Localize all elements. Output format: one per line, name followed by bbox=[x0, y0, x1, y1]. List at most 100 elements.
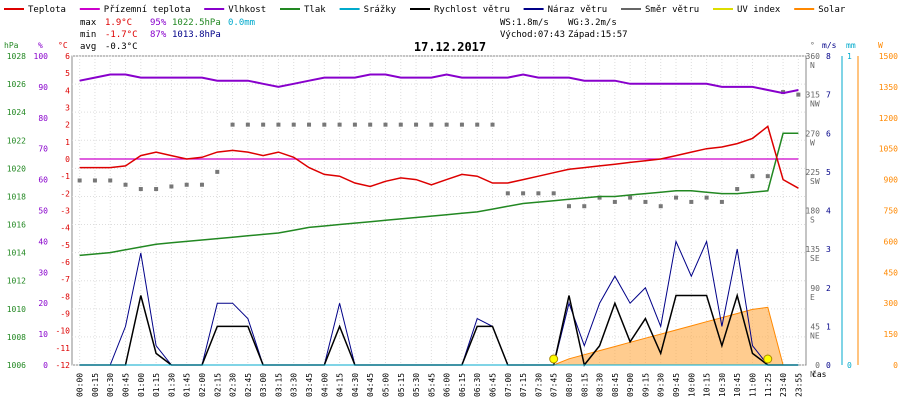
axis-dir-tick-5: 225 bbox=[806, 168, 821, 177]
time-tick-20: 05:00 bbox=[381, 373, 390, 397]
axis-dir-name-8: N bbox=[810, 61, 815, 70]
time-tick-30: 07:30 bbox=[534, 373, 543, 397]
axis-hpa-tick-9: 1024 bbox=[7, 108, 26, 117]
axis-dir-tick-6: 270 bbox=[806, 129, 821, 138]
axis-pct-tick-5: 50 bbox=[38, 207, 48, 216]
plot-frame bbox=[71, 55, 807, 366]
axis-c-tick-4: -8 bbox=[60, 292, 70, 301]
axis-w-tick-1: 150 bbox=[884, 330, 899, 339]
wind-dir-point-3 bbox=[123, 182, 128, 187]
stat-min-label: min bbox=[80, 30, 96, 40]
series-humidity bbox=[79, 73, 799, 95]
wind-dir-point-39 bbox=[674, 195, 679, 200]
legend-label-2: Vlhkost bbox=[228, 5, 266, 15]
time-tick-0: 00:00 bbox=[76, 373, 85, 397]
axis-c-tick-15: 3 bbox=[65, 104, 70, 113]
stat-ws: WS:1.8m/s bbox=[500, 18, 549, 28]
axis-dir-name-4: S bbox=[810, 216, 815, 225]
legend-label-5: Rychlost větru bbox=[434, 5, 510, 15]
wind-dir-point-44 bbox=[750, 174, 755, 179]
wind-dir-point-41 bbox=[704, 195, 709, 200]
wind-dir-point-47 bbox=[796, 92, 801, 97]
wind-dir-point-40 bbox=[689, 199, 694, 204]
axis-c-tick-17: 5 bbox=[65, 69, 70, 78]
stat-max-hum: 95% bbox=[150, 18, 167, 28]
wind-dir-point-7 bbox=[184, 182, 189, 187]
axis-dir-name-5: SW bbox=[810, 177, 820, 186]
axis-c-tick-11: -1 bbox=[60, 172, 70, 181]
time-tick-21: 05:15 bbox=[397, 373, 406, 397]
wind-dir-point-5 bbox=[154, 187, 159, 192]
wind-dir-point-1 bbox=[92, 178, 97, 183]
legend: Teplota Přízemní teplota Vlhkost Tlak Srážky… bbox=[4, 5, 846, 15]
axis-w-tick-10: 1500 bbox=[879, 52, 898, 61]
stat-sunset: Západ:15:57 bbox=[568, 30, 628, 40]
axis-w-tick-3: 450 bbox=[884, 268, 899, 277]
axis-dir-name-2: E bbox=[810, 293, 815, 302]
chart-title: 17.12.2017 bbox=[414, 40, 486, 54]
axis-dir-name-6: W bbox=[810, 138, 815, 147]
axis-c-tick-12: 0 bbox=[65, 155, 70, 164]
time-tick-38: 09:30 bbox=[657, 373, 666, 397]
axis-pct-tick-9: 90 bbox=[38, 83, 48, 92]
time-tick-14: 03:30 bbox=[290, 373, 299, 397]
axes: 1006100810101012101410161018102010221024… bbox=[4, 41, 898, 397]
wind-dir-point-29 bbox=[521, 191, 526, 196]
axis-pct-tick-6: 60 bbox=[38, 176, 48, 185]
axis-dir-tick-4: 180 bbox=[806, 207, 821, 216]
axis-c-tick-14: 2 bbox=[65, 121, 70, 130]
axis-hpa-tick-2: 1010 bbox=[7, 305, 26, 314]
axis-w-tick-9: 1350 bbox=[879, 83, 898, 92]
time-tick-28: 07:00 bbox=[504, 373, 513, 397]
axis-w-tick-7: 1050 bbox=[879, 145, 898, 154]
series-pressure bbox=[79, 132, 799, 257]
legend-label-0: Teplota bbox=[28, 5, 66, 15]
wind-dir-point-42 bbox=[719, 199, 724, 204]
axis-dir-tick-1: 45 bbox=[810, 322, 820, 331]
time-tick-33: 08:15 bbox=[580, 373, 589, 397]
wind-dir-point-9 bbox=[215, 169, 220, 174]
wind-dir-point-38 bbox=[658, 204, 663, 209]
axis-dir-tick-8: 360 bbox=[806, 52, 821, 61]
stats-panel: max 1.9°C 95% 1022.5hPa 0.0mm min -1.7°C… bbox=[80, 18, 628, 52]
wind-dir-point-8 bbox=[199, 182, 204, 187]
axis-pct-tick-3: 30 bbox=[38, 268, 48, 277]
time-axis-label: čas bbox=[812, 369, 827, 379]
time-tick-23: 05:45 bbox=[427, 373, 436, 397]
axis-dir-tick-7: 315 bbox=[806, 91, 821, 100]
axis-dir-name-0: N bbox=[810, 370, 815, 379]
axis-ms-tick-1: 1 bbox=[826, 322, 831, 331]
wind-dir-point-13 bbox=[276, 122, 281, 127]
axis-c-tick-3: -9 bbox=[60, 310, 70, 319]
time-tick-9: 02:15 bbox=[213, 373, 222, 397]
wind-dir-point-0 bbox=[77, 178, 82, 183]
axis-c-tick-10: -2 bbox=[60, 189, 70, 198]
axis-ms-tick-0: 0 bbox=[826, 361, 831, 370]
time-tick-42: 10:30 bbox=[718, 373, 727, 397]
axis-c-tick-0: -12 bbox=[56, 361, 71, 370]
time-tick-47: 23:55 bbox=[794, 373, 803, 397]
axis-c-unit: °C bbox=[58, 41, 68, 50]
wind-dir-point-25 bbox=[459, 122, 464, 127]
axis-dir-tick-2: 90 bbox=[810, 284, 820, 293]
time-tick-36: 09:00 bbox=[626, 373, 635, 397]
legend-label-7: Směr větru bbox=[645, 5, 699, 15]
axis-w-tick-2: 300 bbox=[884, 299, 899, 308]
axis-ms-tick-3: 3 bbox=[826, 245, 831, 254]
axis-ms-tick-2: 2 bbox=[826, 284, 831, 293]
time-tick-11: 02:45 bbox=[244, 373, 253, 397]
wind-dir-point-30 bbox=[536, 191, 541, 196]
stat-max-label: max bbox=[80, 18, 97, 28]
axis-c-tick-5: -7 bbox=[60, 275, 70, 284]
axis-hpa-tick-1: 1008 bbox=[7, 333, 26, 342]
wind-dir-point-10 bbox=[230, 122, 235, 127]
time-tick-43: 10:45 bbox=[733, 373, 742, 397]
axis-w-tick-8: 1200 bbox=[879, 114, 898, 123]
time-tick-27: 06:45 bbox=[489, 373, 498, 397]
axis-dir-unit: ° bbox=[810, 41, 815, 50]
stat-sunrise: Východ:07:43 bbox=[500, 30, 565, 40]
axis-w-tick-6: 900 bbox=[884, 176, 899, 185]
axis-hpa-tick-10: 1026 bbox=[7, 80, 26, 89]
wind-dir-point-4 bbox=[138, 187, 143, 192]
wind-dir-point-11 bbox=[245, 122, 250, 127]
